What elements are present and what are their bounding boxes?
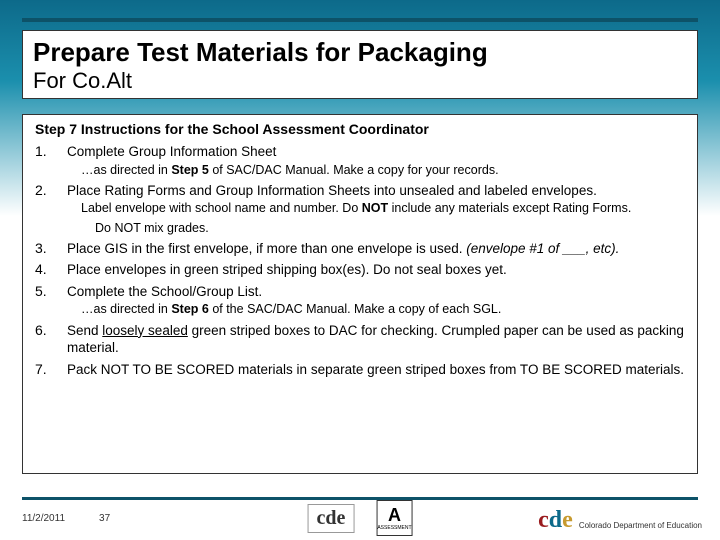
agency-label: Colorado Department of Education	[579, 522, 702, 534]
instruction-number: 7.	[35, 361, 67, 379]
page-subtitle: For Co.Alt	[33, 68, 687, 94]
footer-page: 37	[99, 513, 110, 524]
instruction-body: Place envelopes in green striped shippin…	[67, 261, 685, 279]
instruction-sub: …as directed in Step 6 of the SAC/DAC Ma…	[81, 301, 685, 317]
instruction-sub: Label envelope with school name and numb…	[81, 200, 685, 216]
footer: 11/2/2011 37 cde A ASSESSMENT cde Colora…	[0, 496, 720, 540]
instruction-body: Place Rating Forms and Group Information…	[67, 182, 685, 236]
instruction-row: 4. Place envelopes in green striped ship…	[35, 261, 685, 279]
instruction-sub: Do NOT mix grades.	[95, 220, 685, 236]
instruction-number: 2.	[35, 182, 67, 236]
instruction-body: Pack NOT TO BE SCORED materials in separ…	[67, 361, 685, 379]
instruction-number: 5.	[35, 283, 67, 318]
instruction-number: 4.	[35, 261, 67, 279]
assessment-logo-icon: A ASSESSMENT	[376, 500, 412, 536]
instruction-row: 1. Complete Group Information Sheet …as …	[35, 143, 685, 178]
instruction-number: 6.	[35, 322, 67, 357]
instruction-body: Complete Group Information Sheet …as dir…	[67, 143, 685, 178]
content-box: Step 7 Instructions for the School Asses…	[22, 114, 698, 474]
instruction-row: 2. Place Rating Forms and Group Informat…	[35, 182, 685, 236]
instruction-row: 7. Pack NOT TO BE SCORED materials in se…	[35, 361, 685, 379]
instruction-row: 6. Send loosely sealed green striped box…	[35, 322, 685, 357]
footer-center-logos: cde A ASSESSMENT	[308, 500, 413, 536]
step-header: Step 7 Instructions for the School Asses…	[35, 121, 685, 137]
instruction-body: Send loosely sealed green striped boxes …	[67, 322, 685, 357]
cde-color-logo: cde	[538, 507, 573, 534]
instruction-number: 3.	[35, 240, 67, 258]
instruction-body: Complete the School/Group List. …as dire…	[67, 283, 685, 318]
page-title: Prepare Test Materials for Packaging	[33, 37, 687, 68]
title-box: Prepare Test Materials for Packaging For…	[22, 30, 698, 99]
instruction-number: 1.	[35, 143, 67, 178]
instruction-sub: …as directed in Step 5 of SAC/DAC Manual…	[81, 162, 685, 178]
footer-right: cde Colorado Department of Education	[538, 507, 702, 534]
instruction-body: Place GIS in the first envelope, if more…	[67, 240, 685, 258]
top-divider	[22, 18, 698, 22]
instruction-row: 3. Place GIS in the first envelope, if m…	[35, 240, 685, 258]
cde-mono-logo: cde	[308, 504, 355, 533]
instruction-row: 5. Complete the School/Group List. …as d…	[35, 283, 685, 318]
slide: Prepare Test Materials for Packaging For…	[0, 0, 720, 540]
footer-date: 11/2/2011	[22, 513, 65, 524]
